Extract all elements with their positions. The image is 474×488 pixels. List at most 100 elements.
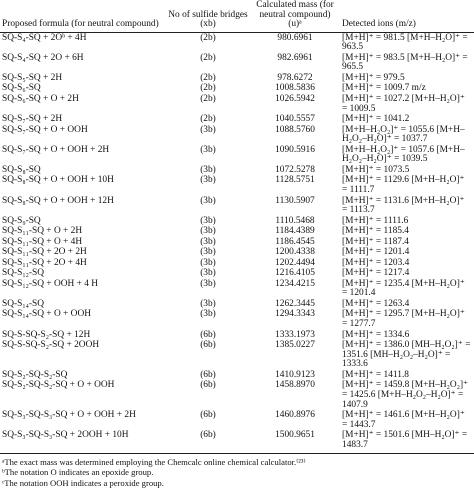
table-cell: [M+H]⁺ = 1263.4 xyxy=(342,298,410,309)
table-row: SQ-S₉-SQ (3b) 1110.5468 [M+H]⁺ = 1111.6 xyxy=(0,216,474,226)
table-cell: 1088.5760 xyxy=(275,124,315,135)
table-row: SQ-S₄-SQ + 2Oᵇ + 4H (2b) 980.6961 [M+H]⁺ = … xyxy=(0,33,474,54)
data-table: Proposed formula (for neutral compound) N… xyxy=(0,0,474,454)
table-cell: 1262.3445 xyxy=(275,298,315,309)
table-row: SQ-S₁₄-SQ (3b) 1262.3445 [M+H]⁺ = 1263.4 xyxy=(0,299,474,309)
table-cell: [M+H]⁺ = 981.5 [M+H–H₂O]⁺ = 963.5 xyxy=(342,32,468,53)
table-cell: 1008.5836 xyxy=(275,83,315,94)
table-row: SQ-S₁₄-SQ + O + OOH (3b) 1294.3343 [M+H]⁺ =… xyxy=(0,309,474,330)
table-cell: (6b) xyxy=(200,410,216,421)
table-cell: (2b) xyxy=(200,114,216,125)
table-cell: SQ-S₁₁-SQ + O + 4H xyxy=(2,236,83,247)
table-cell: SQ-S₇-SQ + O + OOH xyxy=(2,124,88,135)
table-cell: [M+H]⁺ = 1111.6 xyxy=(342,215,409,226)
table-cell: (3b) xyxy=(200,215,216,226)
table-row: SQ-S₆-SQ + O + 2H (2b) 1026.5942 [M+H]⁺ = 1… xyxy=(0,94,474,114)
table-row: SQ-S₅-SQ + 2H (2b) 978.6272 [M+H]⁺ = 979.5 xyxy=(0,73,474,83)
table-cell: [M+H]⁺ = 1041.2 xyxy=(342,114,410,125)
table-cell: [M+H]⁺ = 1461.6 [M+H–H₂O]⁺ = 1443.7 xyxy=(342,410,465,430)
table-cell: 1090.5916 xyxy=(275,144,315,155)
column-header: No of sulfide bridges (xb) xyxy=(166,0,250,34)
table-cell: SQ-S₁₄-SQ xyxy=(2,298,44,309)
table-row: SQ-S₇-SQ + O + OOH (3b) 1088.5760 [M+H–H₂O₂… xyxy=(0,125,474,145)
table-cell: (3b) xyxy=(200,195,216,206)
table-cell: SQ-S₈-SQ xyxy=(2,164,41,175)
table-cell: [M+H]⁺ = 1027.2 [M+H–H₂O]⁺ = 1009.5 xyxy=(342,93,465,114)
table-cell: (2b) xyxy=(200,93,216,104)
table-cell: [M+H]⁺ = 1501.6 [MH–H₂O]⁺ = 1483.7 xyxy=(340,431,474,454)
table-cell: 1202.4494 xyxy=(275,257,315,268)
table-cell: (6b) xyxy=(200,340,216,350)
table-cell: [M+H]⁺ = 979.5 xyxy=(342,72,405,83)
table-cell: [M+H]⁺ = 1187.4 xyxy=(342,236,409,247)
table-body: SQ-S₄-SQ + 2Oᵇ + 4H (2b) 980.6961 [M+H]⁺ = … xyxy=(0,33,474,454)
table-cell: 1026.5942 xyxy=(275,93,315,104)
table-cell: (3b) xyxy=(200,144,216,155)
table-cell: (2b) xyxy=(200,72,216,83)
table-row: SQ-S₁₁-SQ + O + 4H (3b) 1186.4545 [M+H]⁺ = … xyxy=(0,237,474,247)
table-cell: 1072.5278 xyxy=(275,164,315,175)
table-cell: SQ-S₂-SQ-S₂-SQ + O + OOH xyxy=(2,380,115,391)
table-cell: SQ-S₁₄-SQ + O + OOH xyxy=(2,309,91,320)
table-cell: [M+H]⁺ = 1185.4 xyxy=(342,226,409,237)
table-cell: SQ-S₁₁-SQ + O + 2H xyxy=(2,226,83,237)
table-cell: [M+H]⁺ = 1334.6 xyxy=(342,329,410,340)
table-cell: 978.6272 xyxy=(277,72,313,83)
table-cell: SQ-S₆-SQ + O + 2H xyxy=(2,93,79,104)
table-cell: (3b) xyxy=(200,309,216,320)
table-cell: SQ-S₁₂-SQ xyxy=(2,268,44,279)
table-cell: 1128.5751 xyxy=(275,175,315,186)
table-cell: [M+H]⁺ = 1411.8 xyxy=(342,369,409,380)
table-cell: (2b) xyxy=(200,52,216,63)
table-cell: [M+H]⁺ = 1217.4 xyxy=(342,268,410,279)
table-cell: 1385.0227 xyxy=(275,340,315,350)
column-header: Detected ions (m/z) xyxy=(340,0,474,34)
table-row: SQ-S₇-SQ + 2H (2b) 1040.5557 [M+H]⁺ = 1041.… xyxy=(0,114,474,125)
table-row: SQ-S₃-SQ-S₃-SQ + 2OOH + 10H (6b) 1500.9651… xyxy=(0,431,474,454)
table-cell: 1200.4338 xyxy=(275,247,315,258)
table-cell: 1410.9123 xyxy=(275,369,315,380)
table-cell: 1040.5557 xyxy=(275,114,315,125)
table-cell: [M+H]⁺ = 1009.7 m/z xyxy=(342,83,426,94)
table-cell: 1234.4215 xyxy=(275,278,315,289)
table-row: SQ-S₁₁-SQ + O + 2H (3b) 1184.4389 [M+H]⁺ = … xyxy=(0,226,474,237)
table-row: SQ-S₂-SQ-S₂-SQ + O + OOH (6b) 1458.8970 [M+… xyxy=(0,381,474,411)
table-cell: [M+H]⁺ = 1386.0 [MH–H₂O₂]⁺ = 1351.6 [MH–… xyxy=(342,340,471,370)
table-row: SQ-S₆-SQ (2b) 1008.5836 [M+H]⁺ = 1009.7 m/z xyxy=(0,83,474,94)
table-cell: 1110.5468 xyxy=(275,215,315,226)
column-header: Proposed formula (for neutral compound) xyxy=(0,0,166,34)
table-cell: 1186.4545 xyxy=(275,236,315,247)
table-row: SQ-S-SQ-S₂-SQ + 2OOH (6b) 1385.0227 [M+H]⁺ … xyxy=(0,340,474,371)
table-row: SQ-S₈-SQ + O + OOH + 10H (3b) 1128.5751 [M+… xyxy=(0,175,474,196)
footnote: ᵇThe notation O indicates an epoxide gro… xyxy=(2,467,154,478)
header-row: Proposed formula (for neutral compound) N… xyxy=(0,0,474,34)
table-row: SQ-S₁₂-SQ + OOH + 4 H (3b) 1234.4215 [M+H]⁺… xyxy=(0,279,474,299)
table-cell: SQ-S₁₂-SQ + OOH + 4 H xyxy=(2,278,99,289)
table-cell: 1216.4105 xyxy=(275,268,315,279)
table-cell: SQ-S₇-SQ + O + OOH + 2H xyxy=(2,144,110,155)
table-cell: SQ-S₃-SQ-S₃-SQ + O + OOH + 2H xyxy=(2,410,136,421)
table-cell: 1333.1973 xyxy=(275,329,315,340)
footnote: ᶜThe notation OOH indicates a peroxide g… xyxy=(2,477,164,488)
table-cell: 1500.9651 xyxy=(250,431,340,454)
table-row: SQ-S₂-SQ-S₂-SQ (6b) 1410.9123 [M+H]⁺ = 1411… xyxy=(0,369,474,381)
table-cell: [M+H–H₂O₂]⁺ = 1055.6 [M+H–H₂O₂–H₂O]⁺ = 1… xyxy=(342,124,465,145)
table-cell: SQ-S₇-SQ + 2H xyxy=(2,114,63,125)
table-cell: [M+H]⁺ = 1459.8 [M+H–H₂O₂]⁺ = 1425.6 [M+… xyxy=(342,380,469,410)
table-cell: [M+H]⁺ = 1129.6 [M+H–H₂O]⁺ = 1111.7 xyxy=(342,175,465,196)
table-cell: (3b) xyxy=(200,175,216,186)
table-cell: (6b) xyxy=(200,329,216,340)
footnote: ᵃThe exact mass was determined employing… xyxy=(2,456,306,467)
table-cell: (3b) xyxy=(200,226,216,237)
table-row: SQ-S₁₂-SQ (3b) 1216.4105 [M+H]⁺ = 1217.4 xyxy=(0,268,474,279)
table-row: SQ-S₁₁-SQ + 2O + 4H (3b) 1202.4494 [M+H]⁺ =… xyxy=(0,258,474,268)
table-row: SQ-S₈-SQ + O + OOH + 12H (3b) 1130.5907 [M+… xyxy=(0,196,474,216)
table-cell: 980.6961 xyxy=(277,32,313,43)
table-row: SQ-S₇-SQ + O + OOH + 2H (3b) 1090.5916 [M+H… xyxy=(0,145,474,165)
table-cell: 1184.4389 xyxy=(275,226,315,237)
table-row: SQ-S₃-SQ-S₃-SQ + O + OOH + 2H (6b) 1460.89… xyxy=(0,410,474,431)
table-cell: [M+H]⁺ = 1295.7 [M+H–H₂O]⁺ = 1277.7 xyxy=(342,309,465,330)
column-header: Calculated mass (for neutral compound) (… xyxy=(250,0,340,34)
table-row: SQ-S₈-SQ (3b) 1072.5278 [M+H]⁺ = 1073.5 xyxy=(0,164,474,176)
table-cell: (3b) xyxy=(200,124,216,135)
